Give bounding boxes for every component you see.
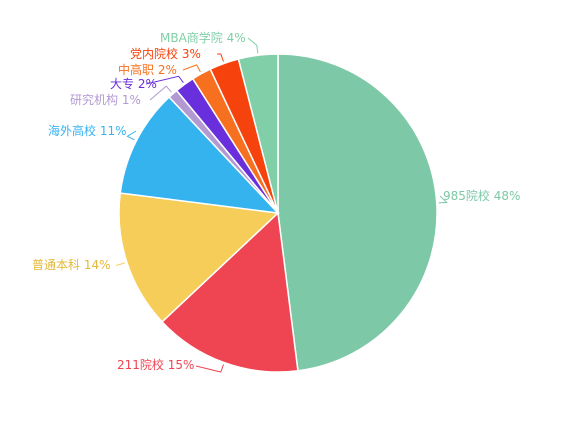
leader-line-3: [115, 262, 126, 266]
pie-slice-3: [118, 192, 280, 323]
label-985: 985院校 48%: [443, 188, 520, 203]
pie-slice-4: [119, 96, 280, 215]
leader-line-5: [149, 85, 172, 101]
leader-line-6: [145, 75, 184, 85]
leader-line-4: [126, 130, 137, 141]
leader-line-2: [195, 364, 224, 373]
leader-line-1: [438, 195, 448, 204]
pie-slice-2: [161, 211, 299, 373]
pie-slice-9: [237, 53, 279, 214]
label-junior-college: 大专 2%: [110, 76, 157, 91]
label-research-institute: 研究机构 1%: [70, 92, 141, 107]
leader-line-8: [217, 53, 224, 62]
label-211: 211院校 15%: [117, 357, 194, 372]
label-regular-undergrad: 普通本科 14%: [32, 258, 111, 272]
leader-line-9: [247, 37, 259, 54]
leader-line-7: [182, 64, 201, 73]
label-overseas: 海外高校 11%: [48, 123, 127, 138]
pie-slice-1: [277, 53, 438, 372]
label-vocational: 中高职 2%: [118, 62, 177, 77]
label-mba: MBA商学院 4%: [160, 30, 246, 45]
label-party-school: 党内院校 3%: [130, 46, 201, 61]
pie-slices: [118, 53, 438, 373]
leader-lines: [115, 37, 448, 373]
